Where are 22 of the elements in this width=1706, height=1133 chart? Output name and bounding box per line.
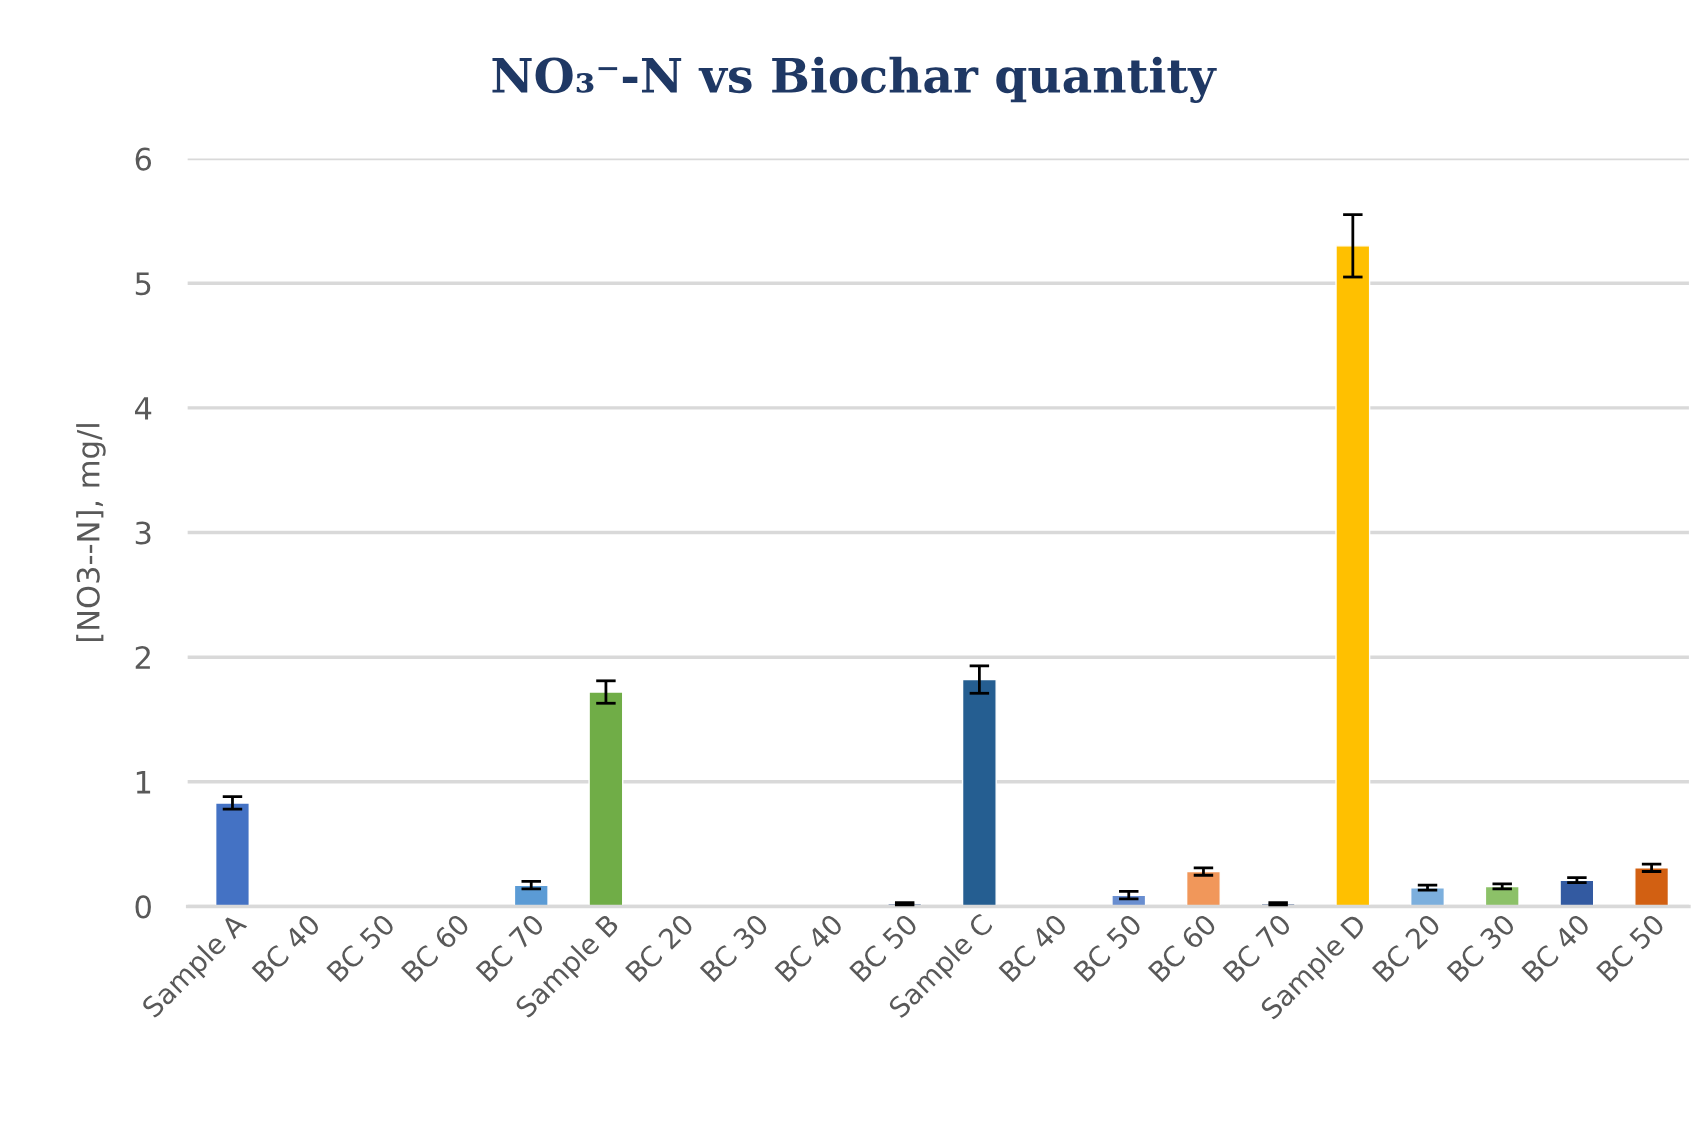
- y-tick-label: 3: [135, 521, 151, 545]
- x-tick-label: BC 20: [624, 912, 695, 983]
- x-tick-label: BC 50: [326, 912, 396, 983]
- x-tick-label: BC 30: [699, 912, 770, 983]
- y-tick-label: 4: [134, 397, 152, 420]
- x-tick-label: BC 40: [998, 912, 1068, 983]
- x-tick-label: BC 50: [1072, 912, 1143, 983]
- x-tick-label: BC 40: [251, 912, 322, 983]
- x-tick-label: BC 40: [1521, 912, 1591, 983]
- y-tick-label: 6: [135, 147, 152, 171]
- y-tick-label: 5: [135, 272, 151, 296]
- x-tick-label: BC 60: [400, 912, 471, 983]
- y-axis-title: [NO3--N], mg/l: [76, 424, 106, 642]
- y-tick-label: 1: [136, 771, 151, 794]
- x-tick-label: BC 60: [1147, 912, 1218, 983]
- y-tick-label: 2: [135, 646, 150, 669]
- x-tick-label: BC 30: [1446, 912, 1517, 983]
- y-tick-label: 0: [135, 895, 151, 919]
- x-tick-label: BC 50: [1595, 912, 1666, 983]
- chart-title: NO₃⁻-N vs Biochar quantity: [492, 56, 1217, 104]
- x-tick-label: BC 40: [774, 912, 844, 983]
- x-tick-label: BC 20: [1371, 912, 1442, 983]
